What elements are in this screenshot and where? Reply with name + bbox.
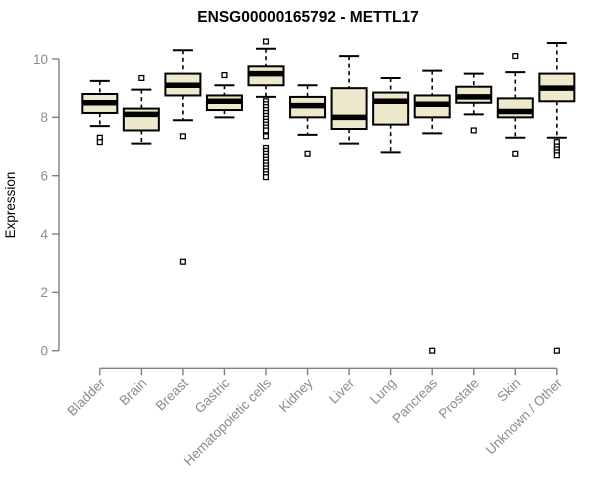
- outlier-point: [470, 127, 477, 134]
- box-group-breast: [164, 49, 202, 265]
- outlier-point: [262, 127, 270, 134]
- y-tick-label: 8: [40, 110, 48, 125]
- iqr-box: [330, 87, 368, 131]
- box-group-skin: [496, 53, 534, 157]
- x-category-label-unknown-other: Unknown / Other: [483, 375, 566, 458]
- x-category-label-liver: Liver: [326, 375, 358, 407]
- y-axis: 0 2 4 6 8 10: [33, 52, 60, 359]
- y-axis-title: Expression: [3, 172, 18, 239]
- x-category-label-skin: Skin: [494, 375, 523, 404]
- y-tick-label: 2: [40, 285, 48, 300]
- y-tick-label: 4: [40, 227, 48, 242]
- box-group-hematopoietic-cells: [247, 38, 285, 181]
- iqr-box: [496, 97, 534, 119]
- chart-title: ENSG00000165792 - METTL17: [197, 9, 418, 26]
- outlier-point: [179, 258, 186, 265]
- x-category-label-gastric: Gastric: [192, 375, 233, 416]
- y-tick-label: 0: [40, 344, 48, 359]
- box-group-liver: [330, 55, 368, 145]
- box-group-bladder: [81, 79, 119, 146]
- x-category-label-bladder: Bladder: [64, 375, 108, 419]
- outlier-point: [262, 133, 270, 140]
- outlier-point: [553, 152, 560, 159]
- box-group-pancreas: [413, 69, 451, 354]
- x-category-label-brain: Brain: [117, 375, 150, 408]
- x-category-label-prostate: Prostate: [436, 375, 482, 421]
- outlier-point: [179, 133, 186, 140]
- outlier-point: [96, 139, 103, 146]
- box-group-kidney: [289, 84, 327, 157]
- outlier-point: [304, 150, 311, 157]
- iqr-box: [372, 91, 410, 126]
- outlier-point: [512, 150, 519, 157]
- outlier-point: [262, 38, 270, 45]
- y-tick-label: 10: [33, 52, 48, 67]
- x-category-label-kidney: Kidney: [276, 375, 316, 415]
- y-tick-label: 6: [40, 168, 48, 183]
- outlier-point: [429, 347, 436, 354]
- box-group-lung: [372, 76, 410, 154]
- outlier-point: [553, 347, 560, 354]
- x-category-label-pancreas: Pancreas: [389, 375, 440, 426]
- box-group-prostate: [455, 72, 493, 134]
- box-group-brain: [122, 74, 160, 145]
- x-category-label-breast: Breast: [153, 375, 191, 413]
- box-group-gastric: [205, 71, 243, 119]
- x-category-label-lung: Lung: [367, 375, 399, 407]
- outlier-point: [138, 74, 145, 82]
- outlier-point: [262, 174, 270, 181]
- box-group-unknown-other: [538, 41, 576, 354]
- outlier-point: [512, 53, 519, 60]
- outlier-point: [221, 71, 228, 79]
